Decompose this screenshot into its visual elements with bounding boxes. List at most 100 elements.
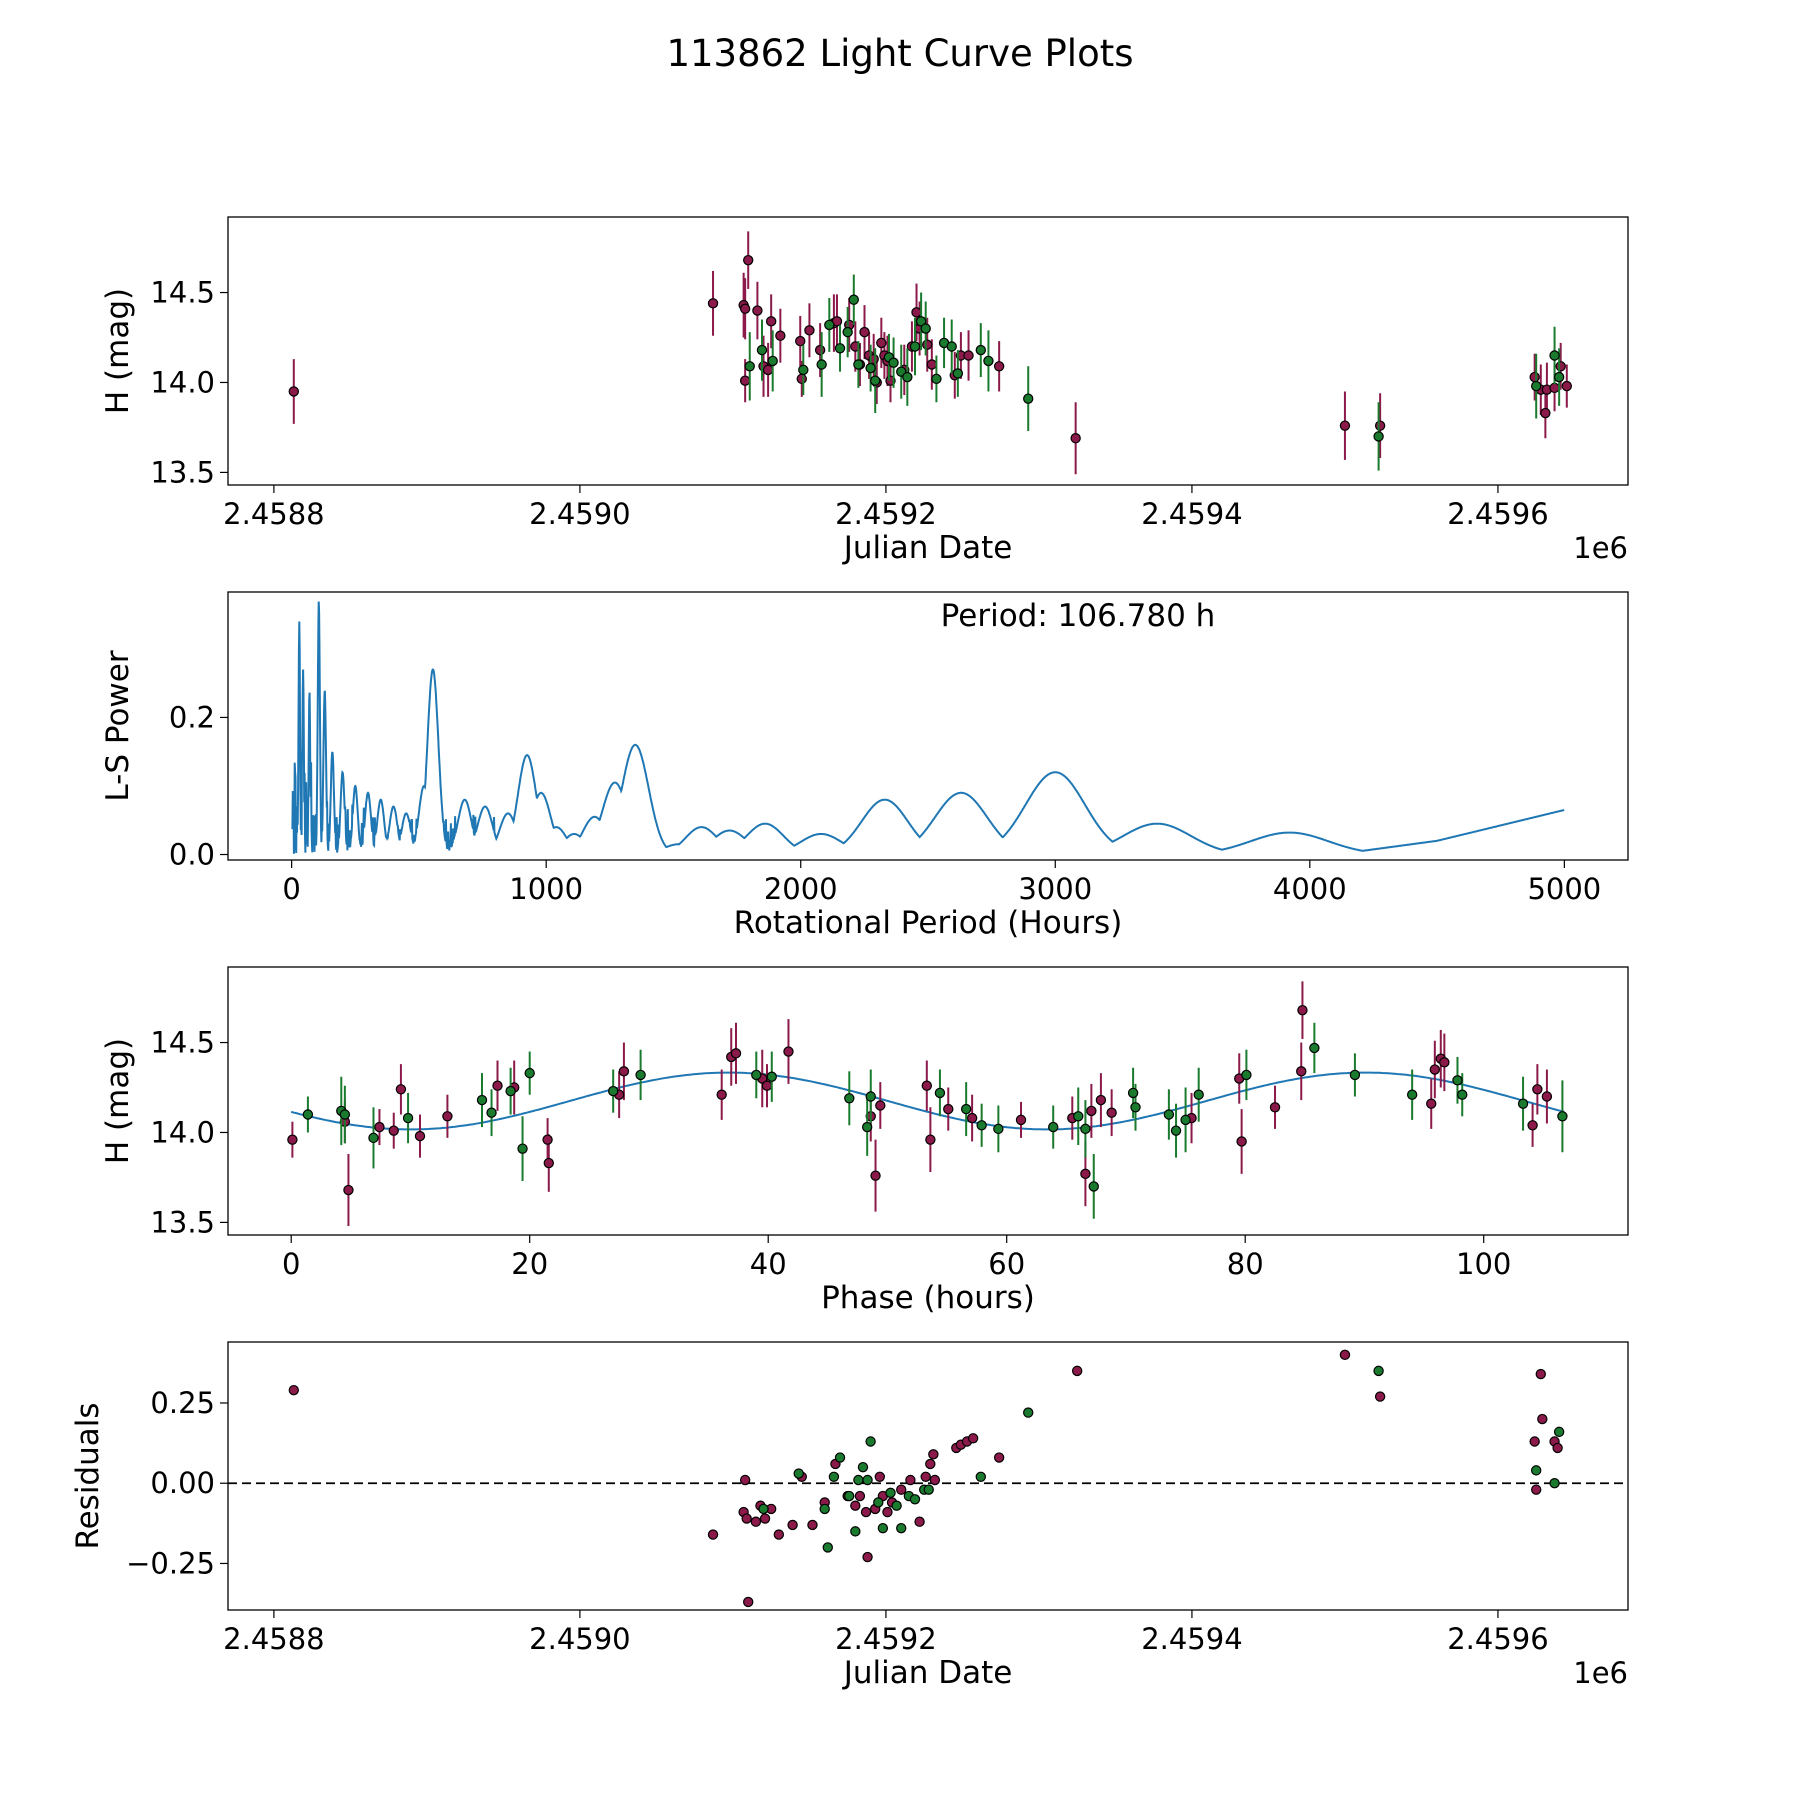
x-tick-label: 2.4590 (529, 497, 630, 531)
x-tick-label: 2.4590 (529, 1622, 630, 1656)
data-point (1095, 1094, 1107, 1106)
data-point (739, 303, 751, 314)
data-point (993, 1452, 1005, 1463)
y-tick-label: −0.25 (126, 1546, 215, 1580)
data-point (1374, 1391, 1386, 1402)
data-point (842, 326, 853, 338)
data-point (1553, 371, 1565, 383)
x-axis-label: Rotational Period (Hours) (734, 905, 1123, 941)
data-point (1549, 1478, 1560, 1489)
data-point (1070, 433, 1081, 444)
x-tick-label: 4000 (1273, 872, 1347, 906)
data-point (923, 1484, 934, 1495)
data-point (1537, 1413, 1548, 1425)
data-point (1553, 1426, 1565, 1438)
data-point (707, 1529, 719, 1540)
y-tick-label: 14.0 (150, 365, 215, 399)
data-point (850, 1500, 861, 1511)
data-point (874, 1471, 886, 1483)
data-point (486, 1107, 497, 1118)
y-tick-label: 13.5 (150, 455, 215, 489)
periodogram-line (291, 601, 1565, 854)
data-point (1180, 1114, 1191, 1126)
y-tick-label: 0.25 (150, 1386, 215, 1420)
x-tick-label: 2000 (764, 872, 838, 906)
data-point (976, 1120, 987, 1131)
data-point (865, 1091, 876, 1102)
data-point (750, 1516, 762, 1527)
data-point (618, 1066, 630, 1077)
data-point (1023, 1407, 1034, 1418)
data-point (914, 1516, 925, 1527)
y-axis-label: H (mag) (100, 1038, 136, 1164)
data-point (1373, 1365, 1384, 1377)
data-point (787, 1519, 798, 1531)
data-point (920, 1471, 931, 1483)
data-point (896, 1522, 907, 1534)
data-point (1296, 1066, 1307, 1077)
x-tick-label: 5000 (1527, 872, 1601, 906)
x-tick-label: 2.4592 (835, 497, 936, 531)
x-tick-label: 100 (1456, 1247, 1511, 1281)
data-point (752, 305, 763, 316)
data-point (302, 1109, 314, 1120)
data-point (773, 1529, 785, 1540)
data-point (1439, 1057, 1450, 1068)
data-point (960, 1103, 972, 1115)
data-point (1561, 380, 1572, 392)
data-point (635, 1069, 646, 1081)
y-tick-label: 0.2 (169, 700, 215, 734)
x-axis-label: Julian Date (842, 530, 1013, 566)
data-point (795, 335, 806, 347)
data-point (542, 1134, 553, 1145)
x-axis-label: Phase (hours) (821, 1280, 1035, 1316)
data-point (798, 364, 809, 376)
data-point (993, 361, 1005, 372)
data-point (476, 1094, 488, 1106)
series-series_a (287, 981, 1553, 1227)
data-point (1540, 407, 1551, 419)
plot-area (287, 981, 1568, 1227)
data-point (743, 254, 754, 266)
data-point (931, 373, 942, 385)
data-point (1541, 1091, 1553, 1102)
data-point (368, 1132, 379, 1144)
data-point (844, 1093, 855, 1104)
data-point (402, 1112, 414, 1124)
data-point (751, 1069, 762, 1081)
x-tick-label: 40 (750, 1247, 787, 1281)
data-point (966, 1112, 978, 1124)
data-point (765, 316, 777, 327)
data-point (921, 1080, 933, 1091)
x-tick-label: 2.4592 (835, 1622, 936, 1656)
x-tick-label: 1000 (509, 872, 583, 906)
plot-area (291, 601, 1565, 854)
data-point (1339, 1349, 1351, 1361)
data-point (862, 1474, 873, 1486)
data-point (857, 1461, 869, 1473)
data-point (1088, 1181, 1099, 1192)
data-point (1530, 1465, 1542, 1476)
data-point (793, 1468, 804, 1479)
data-point (1373, 431, 1384, 442)
data-point (862, 1551, 873, 1563)
data-point (819, 1503, 830, 1515)
data-point (804, 325, 815, 336)
data-point (492, 1080, 503, 1091)
data-point (905, 1474, 916, 1486)
data-point (1086, 1105, 1097, 1117)
data-point (1549, 382, 1560, 394)
data-point (952, 368, 964, 379)
data-point (1517, 1098, 1529, 1109)
data-point (861, 1121, 873, 1133)
data-point (741, 1513, 752, 1524)
data-point (909, 341, 921, 352)
y-axis-label: H (mag) (100, 288, 136, 414)
data-point (865, 1436, 876, 1447)
data-point (1374, 420, 1386, 431)
data-point (896, 1484, 907, 1495)
data-point (607, 1085, 619, 1097)
data-point (870, 375, 881, 386)
data-point (915, 316, 927, 327)
